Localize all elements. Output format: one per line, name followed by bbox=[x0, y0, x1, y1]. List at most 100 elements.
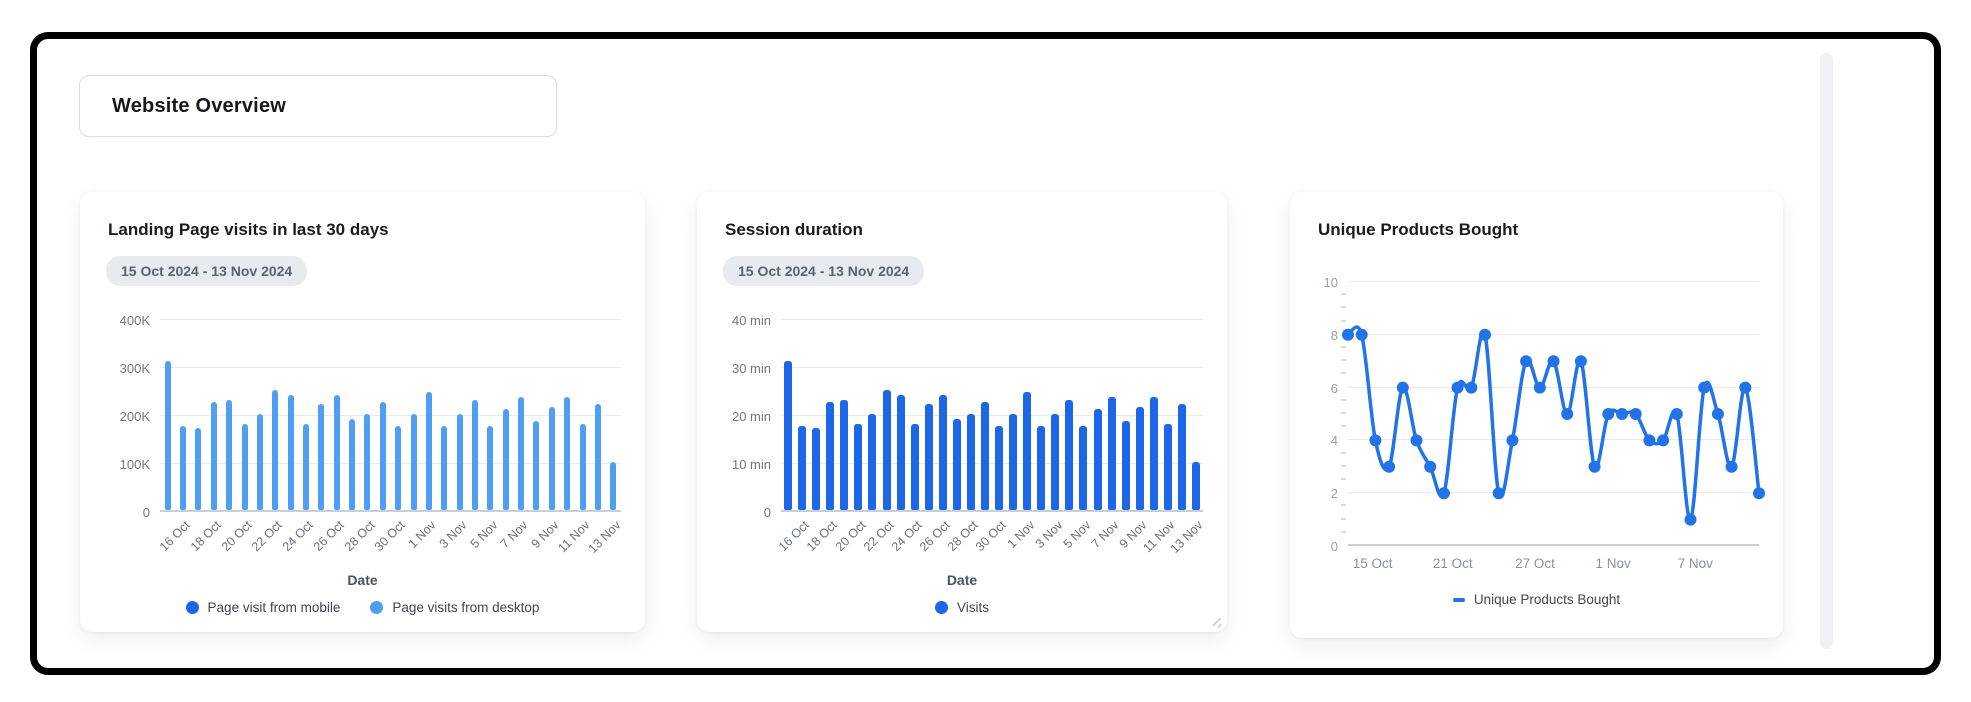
bar[interactable] bbox=[1023, 392, 1032, 510]
bar[interactable] bbox=[1121, 421, 1130, 510]
bar[interactable] bbox=[1037, 426, 1046, 510]
data-point[interactable] bbox=[1506, 434, 1519, 447]
bar[interactable] bbox=[1163, 423, 1172, 510]
data-point[interactable] bbox=[1410, 434, 1423, 447]
vertical-scrollbar[interactable] bbox=[1820, 53, 1833, 649]
bar[interactable] bbox=[1093, 409, 1102, 510]
bar[interactable] bbox=[410, 414, 417, 510]
bar[interactable] bbox=[226, 399, 233, 510]
data-point[interactable] bbox=[1437, 487, 1450, 500]
data-point[interactable] bbox=[1725, 460, 1738, 473]
bar[interactable] bbox=[256, 414, 263, 510]
data-point[interactable] bbox=[1465, 381, 1478, 394]
data-point[interactable] bbox=[1753, 487, 1765, 500]
bar[interactable] bbox=[1191, 462, 1200, 510]
legend-item[interactable]: Page visits from desktop bbox=[370, 600, 539, 615]
bar[interactable] bbox=[854, 423, 863, 510]
bar[interactable] bbox=[594, 404, 601, 510]
data-point[interactable] bbox=[1561, 408, 1574, 420]
bar[interactable] bbox=[548, 406, 555, 510]
bar[interactable] bbox=[333, 394, 340, 510]
legend-item[interactable]: Unique Products Bought bbox=[1452, 592, 1620, 607]
bar[interactable] bbox=[1107, 397, 1116, 510]
bar[interactable] bbox=[1065, 399, 1074, 510]
data-point[interactable] bbox=[1479, 328, 1491, 341]
bar[interactable] bbox=[564, 397, 571, 510]
bar[interactable] bbox=[868, 414, 877, 510]
bar[interactable] bbox=[896, 394, 905, 510]
data-point[interactable] bbox=[1492, 487, 1505, 500]
data-point[interactable] bbox=[1424, 460, 1437, 473]
bar[interactable] bbox=[952, 418, 961, 510]
bar[interactable] bbox=[164, 361, 171, 510]
data-point[interactable] bbox=[1396, 381, 1409, 394]
bar[interactable] bbox=[180, 426, 187, 510]
data-point[interactable] bbox=[1355, 328, 1368, 341]
data-point[interactable] bbox=[1369, 434, 1382, 447]
bar[interactable] bbox=[241, 423, 248, 510]
bar[interactable] bbox=[456, 414, 463, 510]
bar[interactable] bbox=[1051, 414, 1060, 510]
bar[interactable] bbox=[910, 423, 919, 510]
legend-item[interactable]: Visits bbox=[934, 600, 989, 615]
data-point[interactable] bbox=[1451, 381, 1464, 394]
bar[interactable] bbox=[502, 409, 509, 510]
data-point[interactable] bbox=[1520, 355, 1533, 368]
data-point[interactable] bbox=[1629, 408, 1642, 420]
bar[interactable] bbox=[610, 462, 617, 510]
bar[interactable] bbox=[487, 426, 494, 510]
bar[interactable] bbox=[579, 423, 586, 510]
bar[interactable] bbox=[349, 418, 356, 510]
data-point[interactable] bbox=[1739, 381, 1752, 394]
bar[interactable] bbox=[995, 426, 1004, 510]
bar[interactable] bbox=[364, 414, 371, 510]
bar[interactable] bbox=[924, 404, 933, 510]
bar[interactable] bbox=[1009, 414, 1018, 510]
bar[interactable] bbox=[287, 394, 294, 510]
bar[interactable] bbox=[882, 390, 891, 510]
bar[interactable] bbox=[1177, 404, 1186, 510]
bar[interactable] bbox=[784, 361, 793, 510]
bar[interactable] bbox=[472, 399, 479, 510]
data-point[interactable] bbox=[1657, 434, 1670, 447]
bar[interactable] bbox=[302, 423, 309, 510]
bar[interactable] bbox=[938, 394, 947, 510]
bar[interactable] bbox=[1149, 397, 1158, 510]
bar[interactable] bbox=[318, 404, 325, 510]
bar[interactable] bbox=[533, 421, 540, 510]
bar[interactable] bbox=[210, 402, 217, 510]
data-point[interactable] bbox=[1616, 408, 1628, 420]
gridline bbox=[160, 415, 621, 416]
data-point[interactable] bbox=[1643, 434, 1656, 447]
data-point[interactable] bbox=[1670, 408, 1683, 420]
bar[interactable] bbox=[395, 426, 402, 510]
bar[interactable] bbox=[840, 399, 849, 510]
bar[interactable] bbox=[441, 426, 448, 510]
data-point[interactable] bbox=[1342, 328, 1354, 341]
bar[interactable] bbox=[518, 397, 525, 510]
bar[interactable] bbox=[826, 402, 835, 510]
bar[interactable] bbox=[195, 428, 202, 510]
legend-item[interactable]: Page visit from mobile bbox=[185, 600, 340, 615]
data-point[interactable] bbox=[1383, 460, 1396, 473]
data-point[interactable] bbox=[1711, 408, 1724, 420]
resize-handle-icon[interactable] bbox=[1210, 615, 1222, 628]
bar[interactable] bbox=[1079, 426, 1088, 510]
data-point[interactable] bbox=[1602, 408, 1615, 420]
data-point[interactable] bbox=[1698, 381, 1711, 394]
bar[interactable] bbox=[980, 402, 989, 510]
y-axis-label: 40 min bbox=[731, 313, 771, 328]
bar[interactable] bbox=[798, 426, 807, 510]
bar[interactable] bbox=[1135, 406, 1144, 510]
data-point[interactable] bbox=[1574, 355, 1587, 368]
bar[interactable] bbox=[272, 390, 279, 510]
data-point[interactable] bbox=[1547, 355, 1560, 368]
data-point[interactable] bbox=[1533, 381, 1546, 394]
data-point[interactable] bbox=[1684, 513, 1697, 526]
bar[interactable] bbox=[966, 414, 975, 510]
bar[interactable] bbox=[812, 428, 821, 510]
landing-page-visits-chart: 400K 300K 200K 100K 0 16 Oct 18 Oct 20 Oct 22 Oc… bbox=[104, 313, 624, 615]
data-point[interactable] bbox=[1588, 460, 1601, 473]
bar[interactable] bbox=[425, 392, 432, 510]
bar[interactable] bbox=[379, 402, 386, 510]
